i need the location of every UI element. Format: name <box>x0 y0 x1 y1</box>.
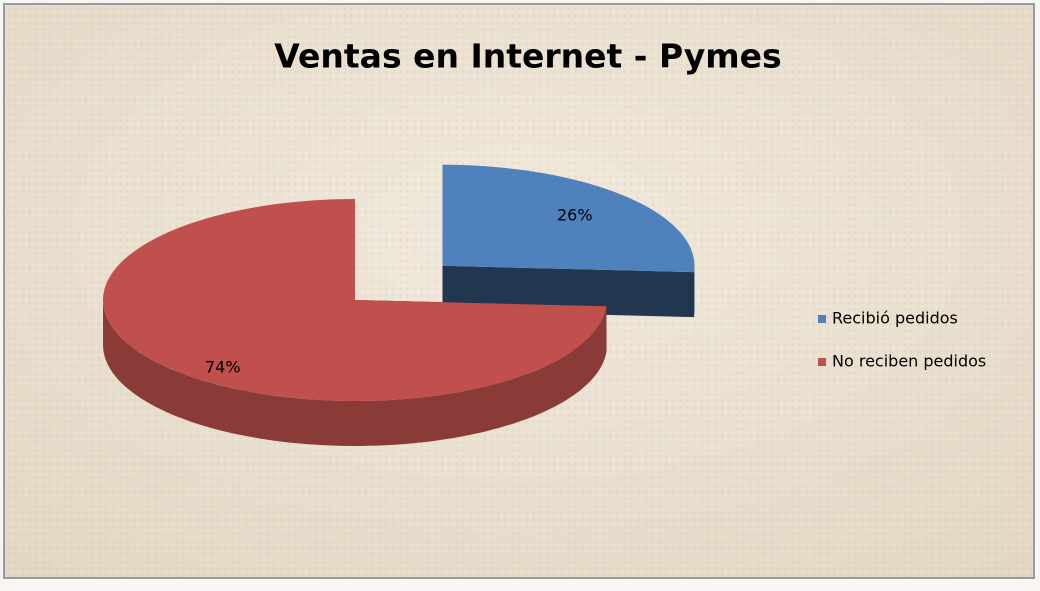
slice-side <box>694 265 695 318</box>
slice-top <box>103 199 607 401</box>
slice <box>103 199 607 446</box>
data-label: 74% <box>205 357 241 376</box>
pie: 26% 74% <box>103 164 695 446</box>
legend-swatch <box>818 358 826 366</box>
chart-title: Ventas en Internet - Pymes <box>274 37 781 76</box>
legend-label: Recibió pedidos <box>832 309 958 328</box>
slice-side <box>103 300 607 446</box>
legend-swatch <box>818 315 826 323</box>
data-label: 26% <box>557 205 593 224</box>
slice-top <box>442 164 695 273</box>
legend: Recibió pedidos No reciben pedidos <box>818 309 986 371</box>
legend-label: No reciben pedidos <box>832 352 986 371</box>
